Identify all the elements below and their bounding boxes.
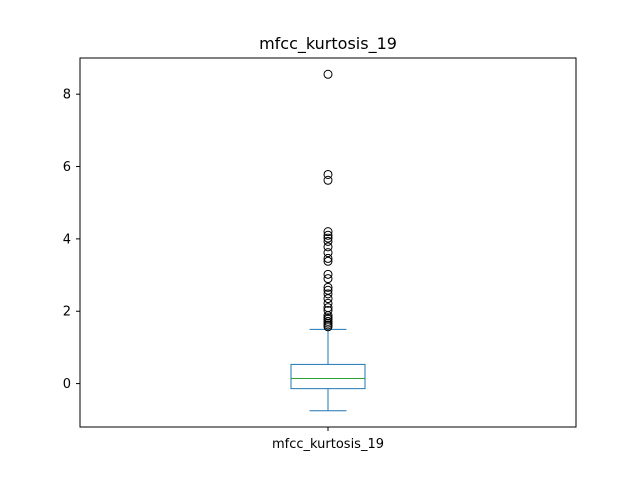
outlier-point xyxy=(323,236,333,246)
outlier-point xyxy=(323,306,333,316)
y-tick-label: 2 xyxy=(63,305,71,320)
outlier-point xyxy=(323,242,333,252)
outlier-point xyxy=(323,169,333,179)
outlier-point xyxy=(323,230,333,240)
y-tick-label: 4 xyxy=(63,232,71,247)
outlier-point xyxy=(323,294,333,304)
y-tick-label: 6 xyxy=(63,160,71,175)
outlier-point xyxy=(323,227,333,237)
outlier-point xyxy=(323,253,333,263)
outlier-point xyxy=(323,285,333,295)
box-plot xyxy=(290,328,366,412)
outlier-point xyxy=(323,269,333,279)
axes: 0 2 4 6 8 xyxy=(63,57,577,431)
iqr-box xyxy=(290,363,366,390)
outlier-point xyxy=(323,289,333,299)
y-tick-label: 0 xyxy=(63,377,71,392)
outlier-point xyxy=(323,303,333,313)
x-tick-label: mfcc_kurtosis_19 xyxy=(272,437,384,452)
outlier-point xyxy=(323,233,333,243)
outlier-point xyxy=(323,274,333,284)
outlier-point xyxy=(323,313,333,323)
chart-title: mfcc_kurtosis_19 xyxy=(259,34,397,54)
outlier-point xyxy=(323,316,333,326)
outlier-point xyxy=(323,248,333,258)
outlier-point xyxy=(323,69,333,79)
outliers xyxy=(323,69,333,332)
outlier-point xyxy=(323,298,333,308)
y-tick-label: 8 xyxy=(63,88,71,103)
outlier-point xyxy=(323,282,333,292)
outlier-point xyxy=(323,256,333,266)
outlier-point xyxy=(323,175,333,185)
